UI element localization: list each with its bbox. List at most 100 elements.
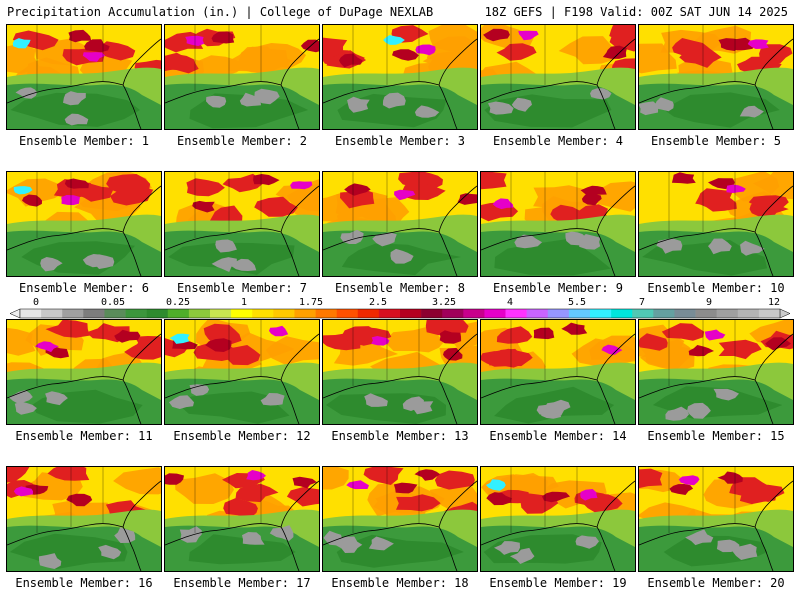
- precip-field-map: [165, 320, 319, 424]
- ensemble-member-label: Ensemble Member: 14: [489, 429, 627, 443]
- precip-field-map: [165, 172, 319, 276]
- precip-field-map: [7, 467, 161, 571]
- colorbar-tick-label: 0: [32, 297, 40, 308]
- ensemble-map-panel: [480, 319, 636, 425]
- ensemble-member-label: Ensemble Member: 3: [334, 134, 466, 148]
- ensemble-map-panel: [164, 466, 320, 572]
- ensemble-map-panel: [6, 171, 162, 277]
- ensemble-member-label: Ensemble Member: 5: [650, 134, 782, 148]
- ensemble-member-label: Ensemble Member: 10: [647, 281, 785, 295]
- precip-colorbar: 0 0.05 0.25 1 1.75 2.5 3.25 4 5.5 7 9 12: [10, 297, 790, 321]
- ensemble-map-panel: [638, 24, 794, 130]
- precip-field-map: [323, 172, 477, 276]
- ensemble-map-panel: [164, 171, 320, 277]
- ensemble-member-label: Ensemble Member: 9: [492, 281, 624, 295]
- colorbar-tick-label: 12: [767, 297, 781, 308]
- ensemble-map-panel: [6, 466, 162, 572]
- colorbar-tick-label: 1.75: [298, 297, 324, 308]
- colorbar-segment: [357, 309, 380, 318]
- ensemble-map-panel: [322, 171, 478, 277]
- precip-field-map: [7, 320, 161, 424]
- colorbar-segment: [674, 309, 696, 318]
- precip-field-map: [323, 320, 477, 424]
- colorbar-tick-label: 1: [240, 297, 248, 308]
- colorbar-segment: [590, 309, 612, 318]
- ensemble-member-label: Ensemble Member: 13: [331, 429, 469, 443]
- colorbar-segment: [526, 309, 549, 318]
- map-header: Precipitation Accumulation (in.) | Colle…: [0, 0, 800, 24]
- colorbar-segment: [20, 309, 42, 318]
- colorbar-tick-label: 0.25: [165, 297, 191, 308]
- ensemble-member-label: Ensemble Member: 8: [334, 281, 466, 295]
- colorbar-segment: [611, 309, 633, 318]
- colorbar-segment: [463, 309, 485, 318]
- precip-field-map: [323, 25, 477, 129]
- ensemble-map-panel: [164, 24, 320, 130]
- colorbar-tick-label: 2.5: [368, 297, 388, 308]
- colorbar-segment: [125, 309, 147, 318]
- colorbar-segment: [632, 309, 654, 318]
- ensemble-member-label: Ensemble Member: 4: [492, 134, 624, 148]
- ensemble-member-label: Ensemble Member: 1: [18, 134, 150, 148]
- colorbar-segment: [653, 309, 675, 318]
- colorbar-segment: [41, 309, 63, 318]
- colorbar-segment: [378, 309, 401, 318]
- colorbar-tick-label: 0.05: [100, 297, 126, 308]
- precip-field-map: [165, 467, 319, 571]
- ensemble-map-panel: [480, 466, 636, 572]
- colorbar-segment: [273, 309, 295, 318]
- precip-field-map: [481, 467, 635, 571]
- colorbar-segment: [505, 309, 527, 318]
- colorbar-segment: [188, 309, 211, 318]
- ensemble-map-panel: [480, 171, 636, 277]
- colorbar-segment: [315, 309, 337, 318]
- map-title: Precipitation Accumulation (in.) | Colle…: [7, 5, 434, 19]
- colorbar-tick-label: 5.5: [567, 297, 587, 308]
- colorbar-segment: [210, 309, 232, 318]
- ensemble-map-panel: [638, 171, 794, 277]
- colorbar-segment: [336, 309, 359, 318]
- precip-field-map: [481, 25, 635, 129]
- ensemble-member-label: Ensemble Member: 15: [647, 429, 785, 443]
- ensemble-map-panel: [322, 319, 478, 425]
- colorbar-segment: [695, 309, 717, 318]
- precip-field-map: [481, 320, 635, 424]
- precip-field-map: [165, 25, 319, 129]
- colorbar-segment: [294, 309, 316, 318]
- ensemble-member-label: Ensemble Member: 11: [15, 429, 153, 443]
- colorbar-segment: [421, 309, 443, 318]
- colorbar-right-arrow: [779, 308, 790, 319]
- colorbar-segment: [146, 309, 169, 318]
- ensemble-map-panel: [164, 319, 320, 425]
- colorbar-segment: [568, 309, 591, 318]
- run-info: 18Z GEFS | F198 Valid: 00Z SAT JUN 14 20…: [484, 5, 788, 19]
- colorbar-ticks: 0 0.05 0.25 1 1.75 2.5 3.25 4 5.5 7 9 12: [10, 297, 790, 309]
- ensemble-member-label: Ensemble Member: 19: [489, 576, 627, 590]
- ensemble-member-label: Ensemble Member: 7: [176, 281, 308, 295]
- colorbar-segment: [758, 309, 781, 318]
- ensemble-member-label: Ensemble Member: 18: [331, 576, 469, 590]
- colorbar-segment: [737, 309, 760, 318]
- colorbar-tick-label: 3.25: [431, 297, 457, 308]
- ensemble-member-label: Ensemble Member: 6: [18, 281, 150, 295]
- ensemble-map-panel: [638, 466, 794, 572]
- precip-field-map: [481, 172, 635, 276]
- colorbar-segment: [400, 309, 422, 318]
- colorbar-tick-label: 4: [506, 297, 514, 308]
- colorbar-segment: [547, 309, 570, 318]
- colorbar-segment: [167, 309, 190, 318]
- precip-field-map: [639, 172, 793, 276]
- colorbar-segment: [62, 309, 84, 318]
- precip-field-map: [639, 25, 793, 129]
- colorbar-segment: [83, 309, 105, 318]
- precip-field-map: [7, 172, 161, 276]
- colorbar-tick-label: 7: [638, 297, 646, 308]
- ensemble-map-panel: [6, 24, 162, 130]
- ensemble-map-panel: [638, 319, 794, 425]
- ensemble-map-panel: [322, 466, 478, 572]
- ensemble-member-label: Ensemble Member: 17: [173, 576, 311, 590]
- precip-field-map: [639, 320, 793, 424]
- ensemble-map-panel: [6, 319, 162, 425]
- colorbar-tick-label: 9: [705, 297, 713, 308]
- precip-field-map: [639, 467, 793, 571]
